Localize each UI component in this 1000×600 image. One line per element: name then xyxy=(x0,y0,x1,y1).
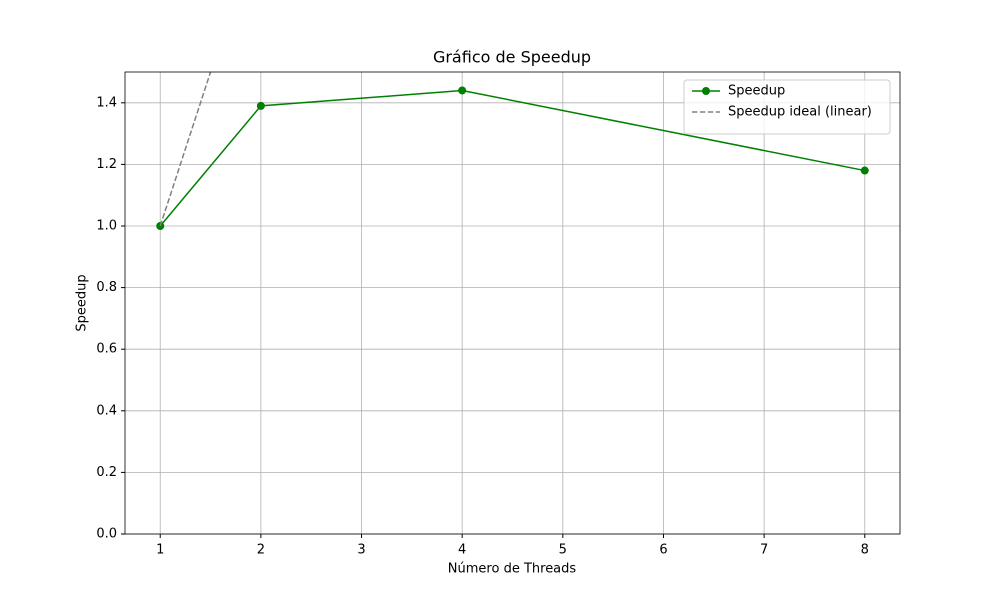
y-tick-label: 0.6 xyxy=(96,342,117,357)
x-tick-label: 1 xyxy=(156,543,164,558)
y-axis-label: Speedup xyxy=(75,274,90,331)
legend-marker xyxy=(702,87,710,95)
y-tick-label: 0.0 xyxy=(96,527,117,542)
y-tick-label: 0.2 xyxy=(96,465,117,480)
plot-area xyxy=(156,72,869,230)
y-tick-label: 1.0 xyxy=(96,219,117,234)
legend-label: Speedup ideal (linear) xyxy=(728,105,872,120)
y-tick-label: 1.4 xyxy=(96,95,117,110)
y-tick-label: 1.2 xyxy=(96,157,117,172)
y-tick-label: 0.8 xyxy=(96,280,117,295)
x-tick-label: 5 xyxy=(559,543,567,558)
data-point xyxy=(458,86,467,95)
x-tick-label: 8 xyxy=(861,543,869,558)
x-tick-label: 2 xyxy=(257,543,265,558)
x-tick-label: 3 xyxy=(357,543,365,558)
x-axis-label: Número de Threads xyxy=(448,562,577,577)
chart-title: Gráfico de Speedup xyxy=(433,48,591,67)
x-tick-label: 7 xyxy=(760,543,768,558)
axes-frame xyxy=(124,71,901,535)
x-tick-label: 4 xyxy=(458,543,466,558)
x-tick-label: 6 xyxy=(659,543,667,558)
legend-label: Speedup xyxy=(728,84,785,99)
data-point xyxy=(256,101,265,110)
y-tick-label: 0.4 xyxy=(96,403,117,418)
series-line xyxy=(159,89,865,227)
legend-box xyxy=(683,79,891,135)
data-point xyxy=(860,166,869,175)
